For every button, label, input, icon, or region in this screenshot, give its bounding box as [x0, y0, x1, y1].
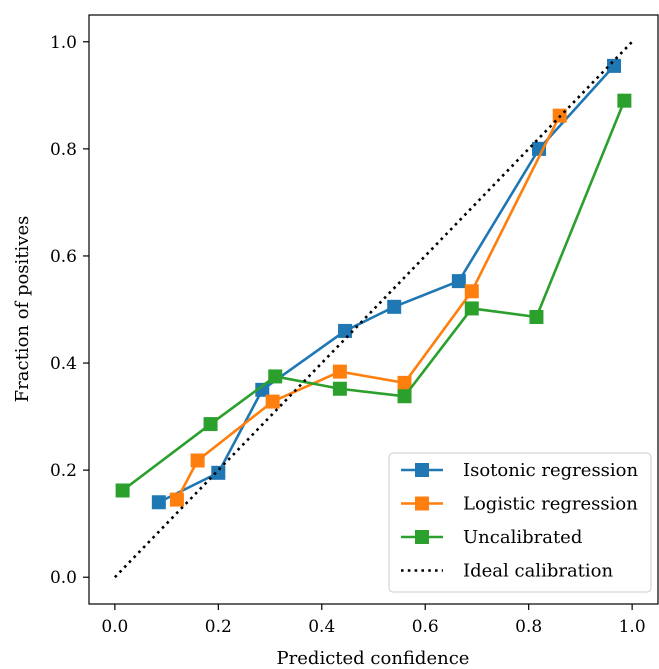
x-tick-label-5: 1.0 [619, 617, 646, 637]
isotonic-regression-point-4 [387, 299, 402, 314]
isotonic-regression-point-3 [338, 323, 353, 338]
x-tick-label-1: 0.2 [205, 617, 232, 637]
legend-box [388, 452, 652, 593]
legend-item-ideal-calibration: Ideal calibration [401, 561, 614, 582]
legend: Isotonic regression Logistic regression Un… [388, 452, 652, 593]
uncalibrated-point-7 [617, 93, 632, 108]
series-layer [113, 40, 634, 579]
logistic-regression-point-5 [464, 284, 479, 299]
legend-swatch-marker-logistic-regression [415, 496, 429, 511]
legend-swatch-marker-uncalibrated [415, 530, 429, 544]
y-tick-label-3: 0.6 [50, 247, 77, 267]
logistic-regression-point-4 [397, 375, 412, 390]
uncalibrated-point-3 [332, 381, 347, 396]
logistic-regression-point-3 [332, 364, 347, 379]
isotonic-regression-point-5 [451, 274, 466, 289]
uncalibrated-point-5 [464, 301, 479, 316]
uncalibrated-point-1 [203, 417, 218, 432]
ticks-layer: 0.0 0.2 0.4 0.6 0.8 1.0 0.0 0.2 0.4 0.6 0.8 1.0 [50, 33, 646, 637]
y-tick-label-2: 0.4 [50, 354, 77, 374]
isotonic-regression-point-1 [211, 465, 226, 480]
logistic-regression-point-2 [265, 394, 280, 409]
legend-label-ideal-calibration: Ideal calibration [463, 561, 614, 582]
y-tick-label-0: 0.0 [50, 568, 77, 588]
isotonic-regression-point-2 [255, 382, 270, 397]
uncalibrated-point-0 [115, 483, 130, 498]
y-tick-label-4: 0.8 [50, 140, 77, 160]
uncalibrated-point-4 [397, 389, 412, 404]
y-axis-label: Fraction of positives [12, 216, 33, 403]
logistic-regression-point-0 [169, 492, 184, 507]
plot-frame [88, 14, 659, 605]
uncalibrated-point-6 [529, 309, 544, 324]
isotonic-regression-point-7 [607, 58, 622, 73]
legend-label-isotonic-regression: Isotonic regression [463, 460, 639, 481]
series-uncalibrated [115, 93, 632, 498]
logistic-regression-point-1 [190, 453, 205, 468]
x-tick-label-3: 0.6 [412, 617, 439, 637]
isotonic-regression-line [158, 64, 615, 504]
series-logistic-regression [169, 108, 567, 507]
legend-item-isotonic-regression: Isotonic regression [401, 460, 639, 481]
isotonic-regression-point-0 [151, 495, 166, 510]
ideal-calibration-line [113, 40, 634, 579]
x-tick-label-4: 0.8 [515, 617, 542, 637]
uncalibrated-point-2 [268, 369, 283, 384]
legend-label-uncalibrated: Uncalibrated [463, 527, 582, 548]
y-tick-label-5: 1.0 [50, 33, 77, 53]
x-axis-label: Predicted confidence [277, 648, 470, 669]
uncalibrated-line [121, 100, 626, 492]
legend-item-logistic-regression: Logistic regression [401, 494, 638, 515]
x-tick-label-0: 0.0 [101, 617, 128, 637]
legend-swatch-marker-isotonic-regression [415, 463, 429, 477]
legend-label-logistic-regression: Logistic regression [463, 494, 638, 515]
y-tick-label-1: 0.2 [50, 461, 77, 481]
legend-entries: Isotonic regression Logistic regression Un… [401, 460, 639, 582]
legend-item-uncalibrated: Uncalibrated [401, 527, 582, 548]
x-tick-label-2: 0.4 [308, 617, 335, 637]
series-ideal-calibration [113, 40, 634, 579]
